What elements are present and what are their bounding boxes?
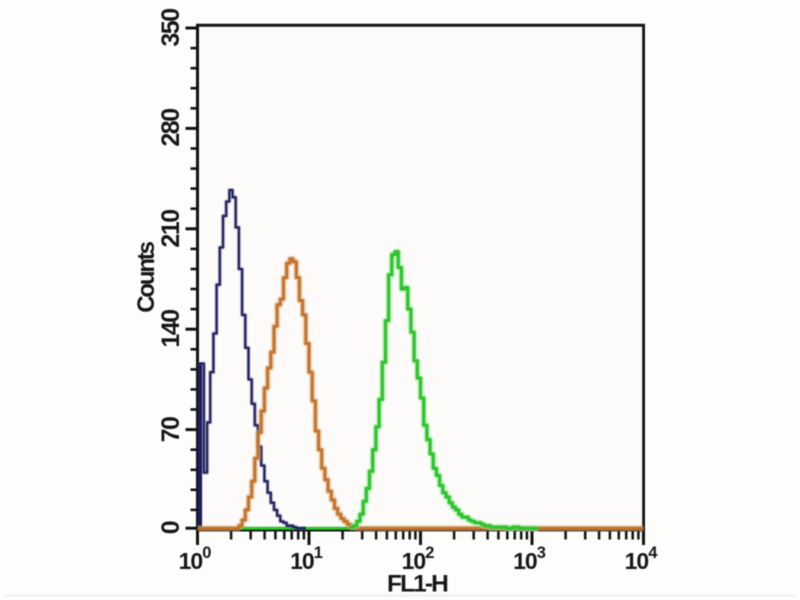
svg-text:140: 140 <box>157 310 185 348</box>
svg-text:280: 280 <box>157 109 185 147</box>
svg-text:350: 350 <box>157 9 185 47</box>
svg-text:70: 70 <box>157 417 185 442</box>
svg-text:0: 0 <box>157 521 185 534</box>
svg-text:210: 210 <box>157 210 185 248</box>
svg-text:Counts: Counts <box>133 241 160 312</box>
svg-text:FL1-H: FL1-H <box>387 571 448 598</box>
